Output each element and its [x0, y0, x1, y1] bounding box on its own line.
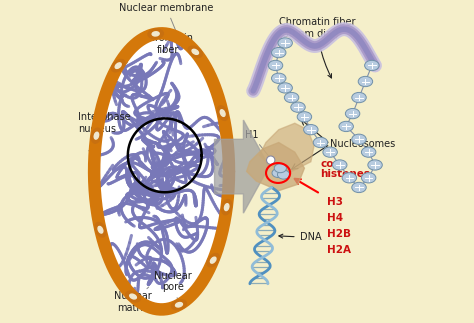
Ellipse shape [192, 49, 199, 54]
Text: Chromatin fiber
(30 nm dia.): Chromatin fiber (30 nm dia.) [279, 17, 355, 78]
Ellipse shape [333, 160, 347, 170]
Ellipse shape [291, 102, 305, 112]
Ellipse shape [94, 132, 99, 139]
Ellipse shape [220, 110, 225, 116]
Text: Chromatin
fiber: Chromatin fiber [143, 33, 193, 55]
Ellipse shape [323, 147, 337, 157]
Ellipse shape [111, 59, 125, 72]
Ellipse shape [91, 128, 101, 143]
Ellipse shape [313, 137, 328, 148]
Ellipse shape [188, 46, 202, 57]
Ellipse shape [361, 147, 376, 157]
Ellipse shape [297, 112, 311, 122]
Ellipse shape [272, 169, 284, 178]
Polygon shape [215, 120, 269, 213]
Ellipse shape [225, 204, 229, 211]
Ellipse shape [222, 200, 232, 215]
Text: core
histones: core histones [320, 159, 371, 180]
Ellipse shape [358, 76, 373, 87]
Ellipse shape [368, 160, 383, 170]
Text: Nucleosomes: Nucleosomes [315, 139, 395, 149]
Ellipse shape [115, 63, 121, 68]
Ellipse shape [210, 257, 216, 263]
Text: H2B: H2B [327, 229, 351, 239]
Polygon shape [246, 142, 304, 191]
Ellipse shape [272, 47, 286, 58]
Ellipse shape [352, 134, 366, 144]
Ellipse shape [126, 291, 140, 302]
Ellipse shape [342, 173, 356, 183]
Ellipse shape [98, 226, 103, 233]
Text: H2A: H2A [327, 245, 351, 255]
Text: Nuclear
matrix: Nuclear matrix [114, 287, 152, 313]
Ellipse shape [352, 92, 366, 103]
Ellipse shape [277, 170, 290, 179]
Ellipse shape [365, 60, 379, 71]
Ellipse shape [130, 294, 137, 299]
Ellipse shape [148, 29, 164, 39]
Ellipse shape [217, 106, 228, 120]
Text: DNA: DNA [279, 233, 321, 243]
Ellipse shape [207, 254, 219, 267]
Ellipse shape [304, 125, 318, 135]
Ellipse shape [152, 32, 159, 36]
Text: Interphase
nucleus: Interphase nucleus [78, 112, 131, 154]
Polygon shape [259, 123, 314, 172]
Ellipse shape [278, 38, 292, 48]
Ellipse shape [95, 223, 106, 237]
Ellipse shape [339, 121, 354, 131]
Ellipse shape [272, 73, 286, 83]
Text: Nuclear membrane: Nuclear membrane [119, 3, 214, 40]
Ellipse shape [278, 83, 292, 93]
Circle shape [266, 156, 275, 164]
Ellipse shape [346, 109, 360, 119]
Ellipse shape [268, 60, 283, 71]
Text: H4: H4 [327, 213, 343, 223]
Ellipse shape [274, 164, 286, 173]
Polygon shape [94, 33, 229, 309]
Ellipse shape [352, 182, 366, 193]
Text: Nuclear
pore: Nuclear pore [154, 271, 191, 302]
Ellipse shape [175, 303, 182, 307]
Text: H1: H1 [245, 130, 269, 156]
Text: H3: H3 [327, 197, 343, 207]
Ellipse shape [361, 173, 376, 183]
Ellipse shape [172, 300, 187, 310]
Ellipse shape [284, 92, 299, 103]
